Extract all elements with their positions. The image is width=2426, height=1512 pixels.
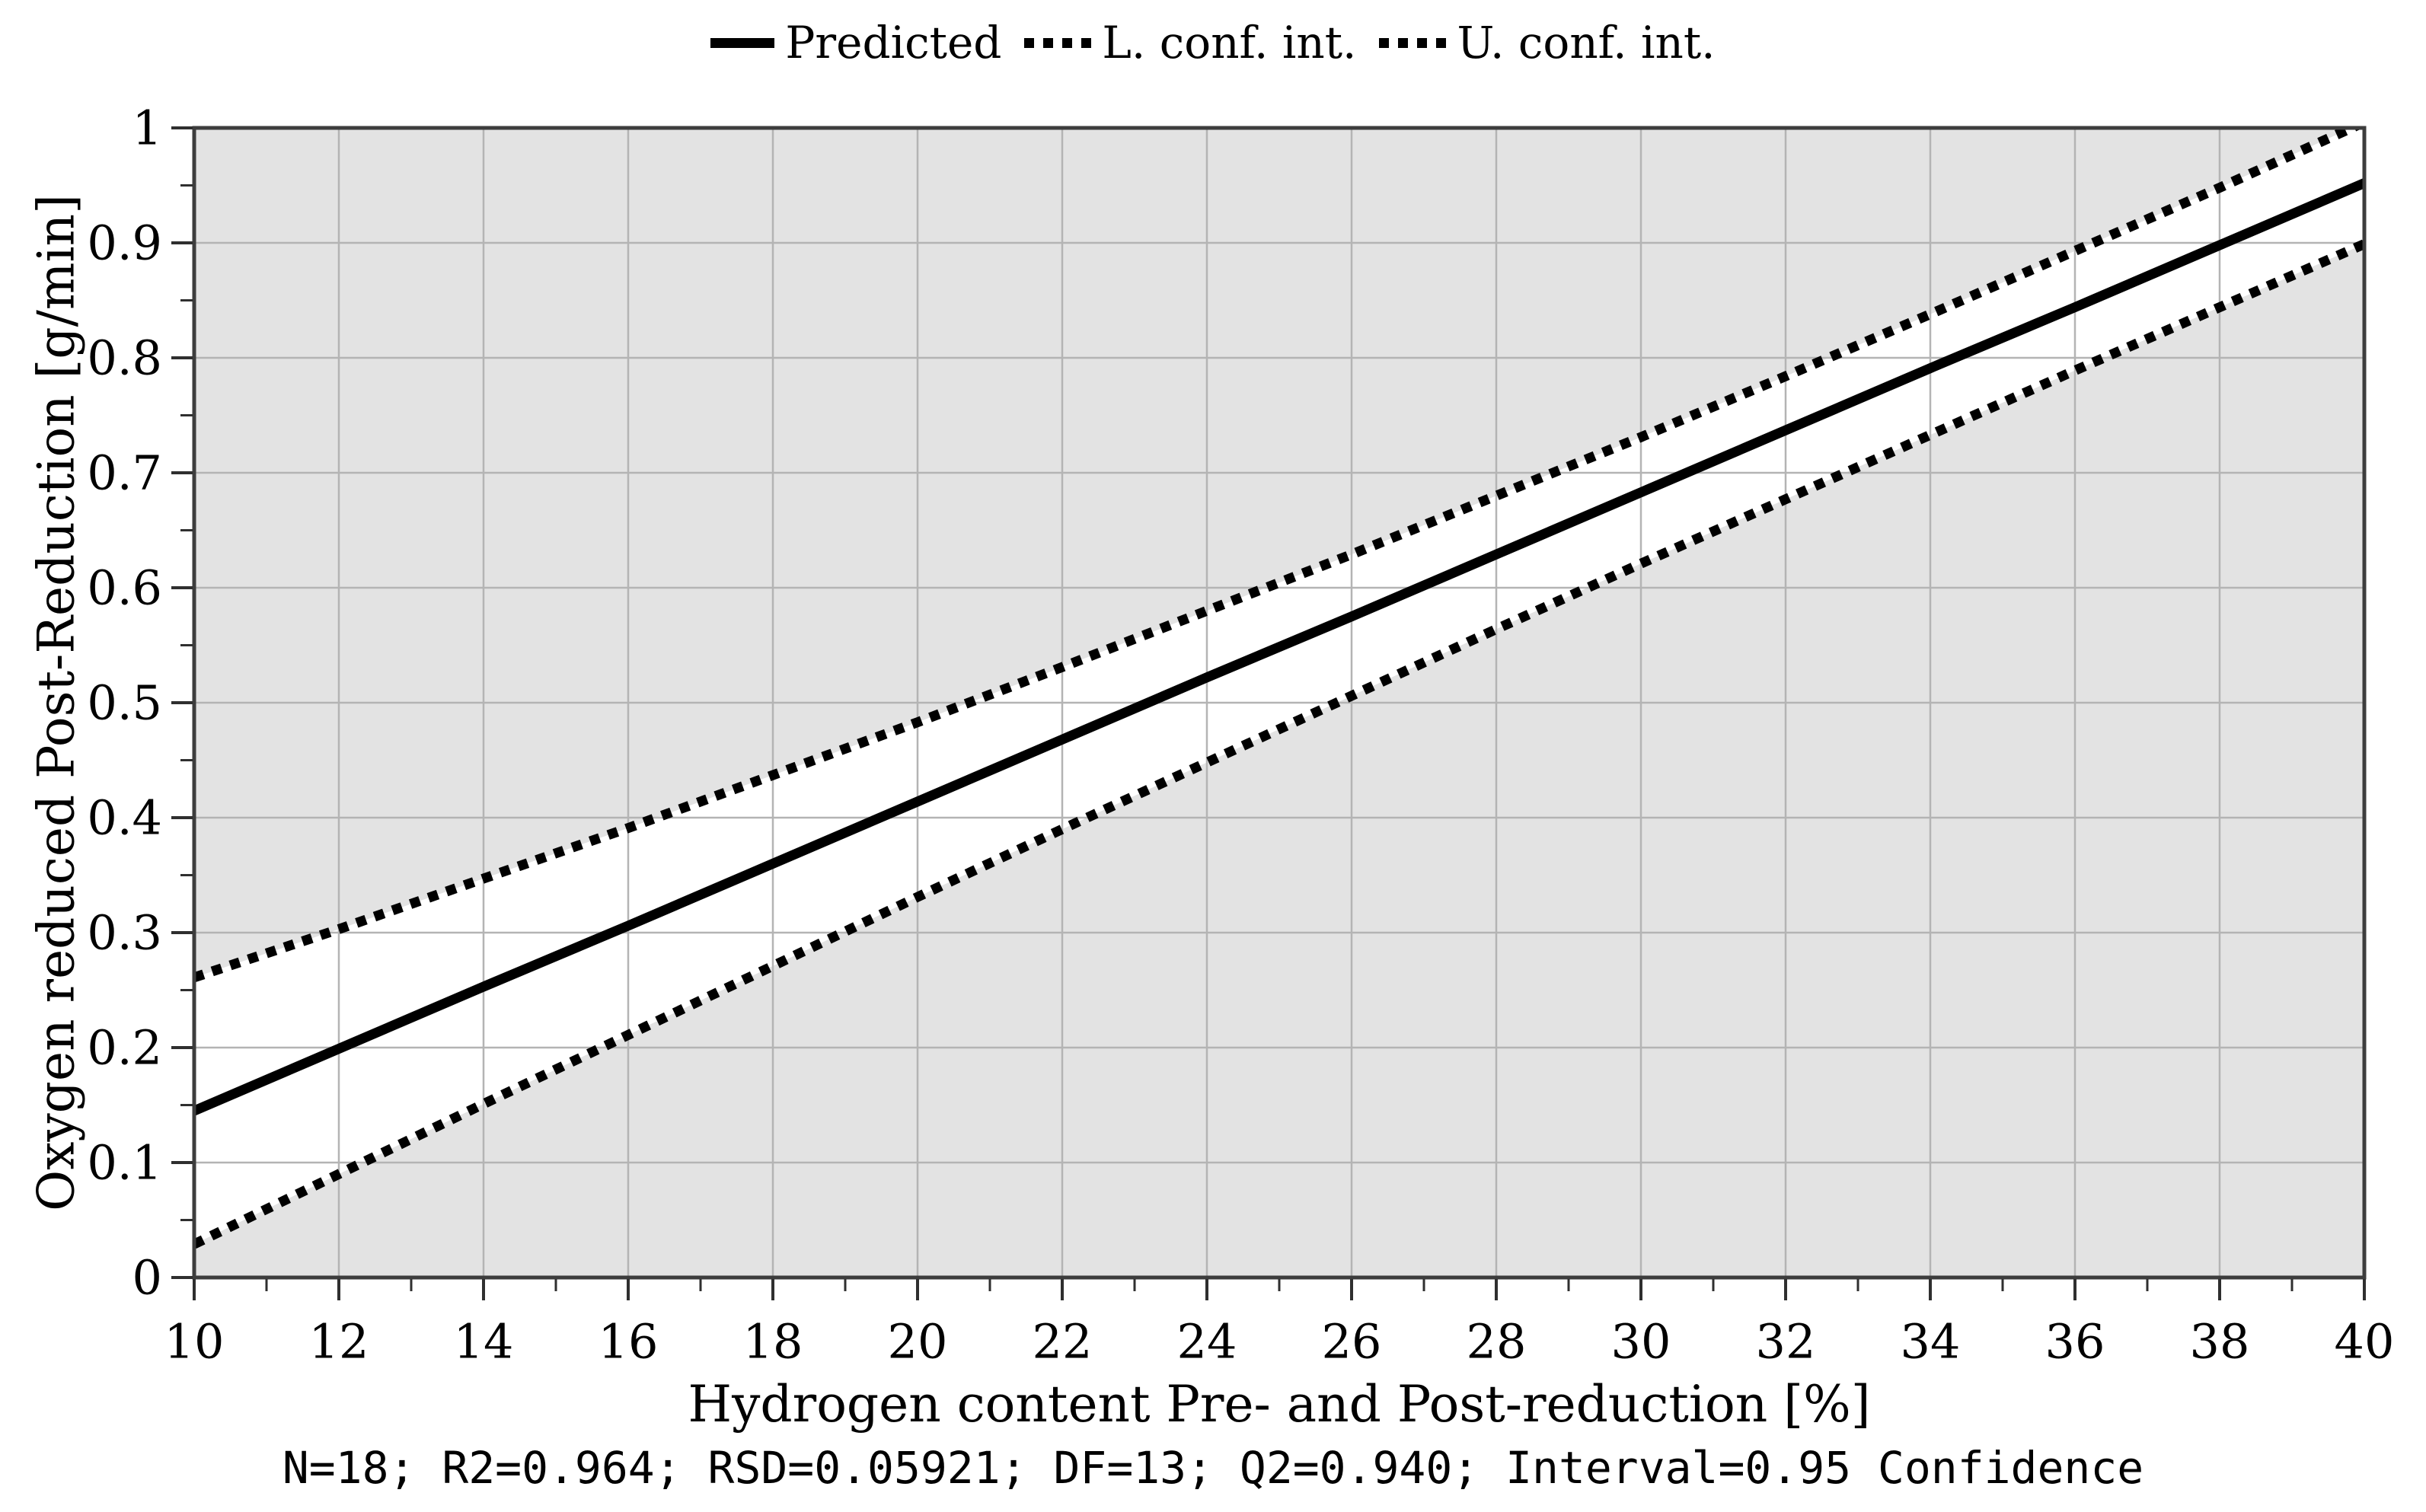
y-tick-label: 1 <box>132 100 162 156</box>
x-tick-label: 30 <box>1611 1314 1671 1370</box>
y-tick-label: 0.3 <box>87 905 162 961</box>
plot-border <box>192 126 2367 1280</box>
upper-confidence-line <box>194 128 2364 983</box>
legend-item-upper-conf: U. conf. int. <box>1379 17 1716 69</box>
dotted-line-swatch <box>1024 37 1092 48</box>
x-tick-label: 20 <box>888 1314 948 1370</box>
x-tick-label: 16 <box>599 1314 659 1370</box>
y-tick-label: 0.8 <box>87 330 162 386</box>
y-tick-label: 0.4 <box>87 790 162 846</box>
x-tick-label: 22 <box>1033 1314 1093 1370</box>
legend-label-upper-conf: U. conf. int. <box>1457 17 1716 69</box>
x-tick-label: 24 <box>1177 1314 1237 1370</box>
y-tick-label: 0.5 <box>87 675 162 731</box>
y-tick-label: 0.2 <box>87 1020 162 1076</box>
y-tick-label: 0.9 <box>87 215 162 271</box>
dotted-line-swatch <box>1379 37 1447 48</box>
y-tick-label: 0.6 <box>87 560 162 616</box>
x-tick-label: 32 <box>1756 1314 1816 1370</box>
x-tick-label: 14 <box>454 1314 514 1370</box>
stats-caption: N=18; R2=0.964; RSD=0.05921; DF=13; Q2=0… <box>282 1442 2144 1494</box>
predicted-line <box>194 178 2364 1116</box>
chart-legend: Predicted L. conf. int. U. conf. int. <box>0 17 2426 69</box>
x-tick-label: 34 <box>1901 1314 1961 1370</box>
legend-label-predicted: Predicted <box>785 17 1002 69</box>
legend-label-lower-conf: L. conf. int. <box>1102 17 1357 69</box>
solid-line-swatch <box>710 37 775 48</box>
legend-item-lower-conf: L. conf. int. <box>1024 17 1356 69</box>
x-tick-label: 26 <box>1322 1314 1382 1370</box>
x-tick-label: 38 <box>2190 1314 2250 1370</box>
y-axis-label: Oxygen reduced Post-Reduction [g/min] <box>27 194 86 1211</box>
x-tick-label: 28 <box>1467 1314 1527 1370</box>
confidence-band <box>194 128 2364 1245</box>
y-tick-label: 0.7 <box>87 445 162 501</box>
x-axis-label: Hydrogen content Pre- and Post-reduction… <box>688 1375 1871 1434</box>
legend-item-predicted: Predicted <box>710 17 1001 69</box>
x-tick-label: 10 <box>164 1314 225 1370</box>
x-tick-label: 18 <box>743 1314 803 1370</box>
x-tick-label: 12 <box>309 1314 369 1370</box>
x-tick-label: 36 <box>2045 1314 2105 1370</box>
y-tick-label: 0.1 <box>87 1135 162 1191</box>
lower-confidence-line <box>194 239 2364 1249</box>
x-tick-label: 40 <box>2335 1314 2395 1370</box>
y-tick-label: 0 <box>132 1250 162 1306</box>
